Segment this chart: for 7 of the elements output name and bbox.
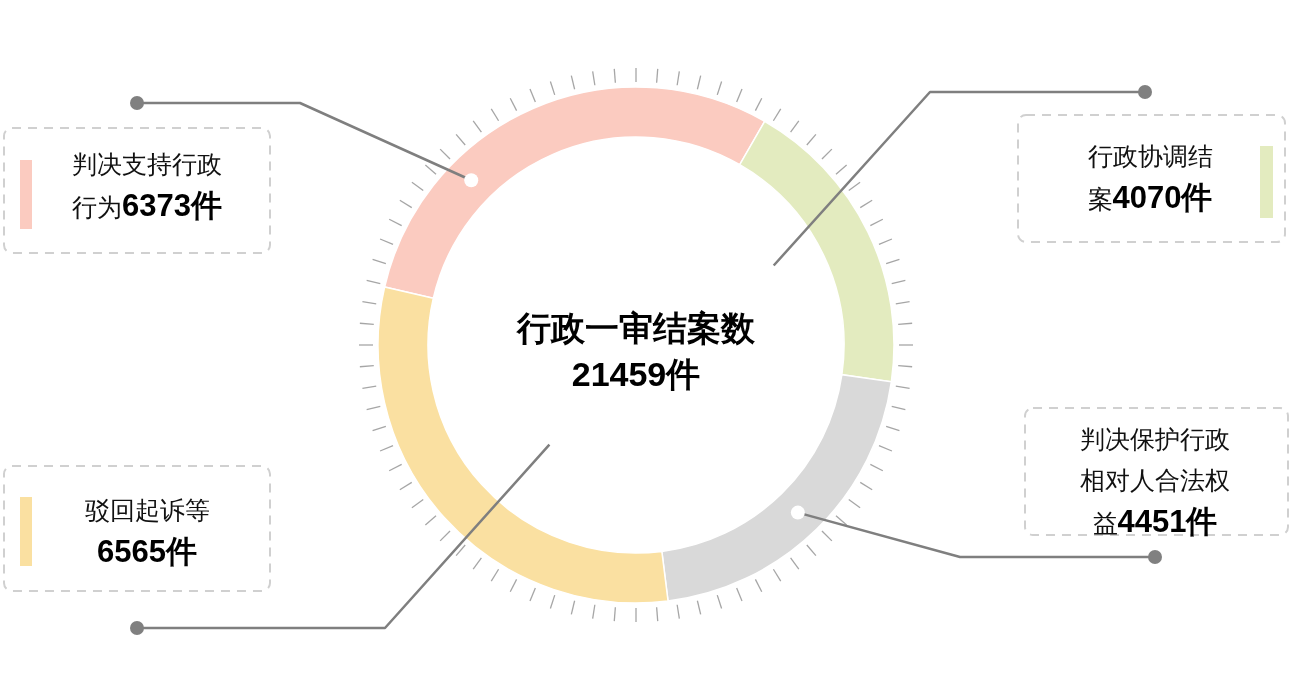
text: 21459件 (571, 354, 701, 395)
slice-label: 驳回起诉等 (84, 496, 210, 524)
data-label: 6373件 (122, 188, 222, 223)
data-label: 4070件 (1112, 180, 1213, 215)
data-label: 6565件 (97, 534, 197, 569)
data-label: 4451件 (1117, 503, 1218, 539)
text: 行政一审结案数 (517, 308, 755, 349)
